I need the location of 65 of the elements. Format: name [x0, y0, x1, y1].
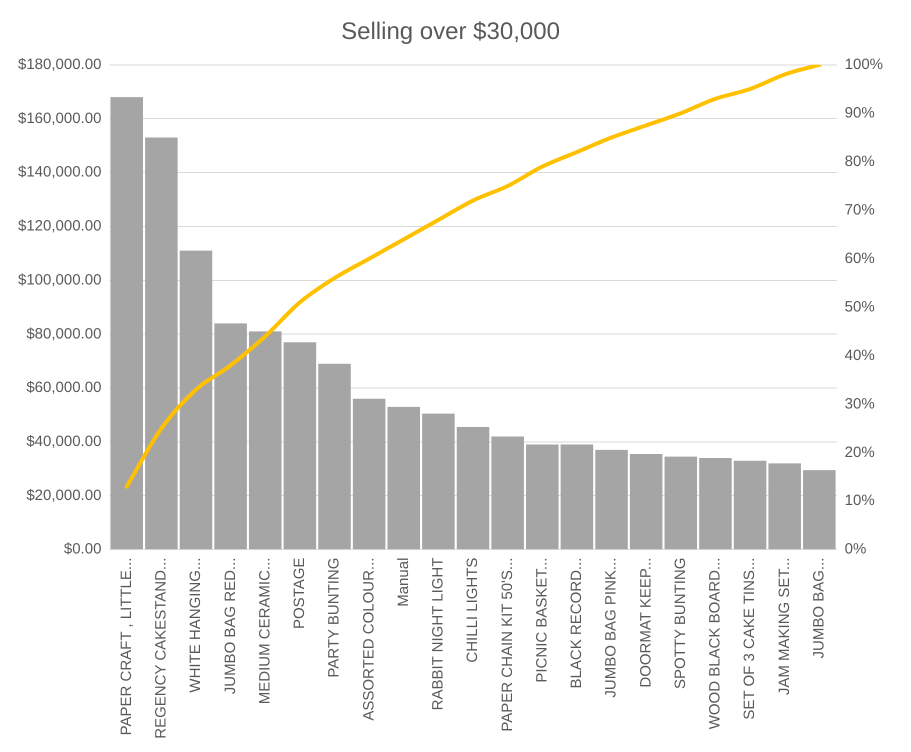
x-tick-label: JUMBO BAG PINK...	[602, 558, 620, 698]
y2-tick-label: 40%	[844, 346, 875, 364]
x-tick-label: DOORMAT KEEP...	[637, 558, 654, 688]
y2-tick-label: 50%	[844, 298, 875, 316]
x-tick-label: REGENCY CAKESTAND...	[152, 558, 170, 739]
bar	[491, 436, 524, 550]
y-tick-label: $120,000.00	[18, 218, 102, 235]
bar	[630, 454, 662, 550]
y2-tick-label: 60%	[844, 250, 875, 267]
y-tick-label: $80,000.00	[26, 325, 102, 342]
x-tick-label: RABBIT NIGHT LIGHT	[430, 558, 447, 710]
y-tick-label: $100,000.00	[18, 271, 102, 288]
x-tick-label: POSTAGE	[291, 558, 308, 629]
bar	[180, 250, 212, 550]
y2-tick-label: 90%	[844, 104, 875, 122]
y-tick-label: $20,000.00	[26, 486, 102, 504]
y2-tick-label: 10%	[844, 492, 875, 510]
x-tick-label: PAPER CRAFT , LITTLE...	[118, 558, 135, 736]
x-tick-label: JUMBO BAG...	[810, 558, 828, 658]
x-tick-label: JAM MAKING SET...	[776, 558, 793, 696]
x-tick-label: MEDIUM CERAMIC...	[256, 558, 274, 704]
bar	[699, 458, 732, 550]
y2-tick-label: 20%	[844, 444, 875, 461]
x-tick-label: CHILLI LIGHTS	[464, 558, 482, 663]
y-tick-label: $140,000.00	[18, 164, 102, 181]
bar	[110, 97, 144, 550]
x-tick-label: JUMBO BAG RED...	[222, 558, 239, 694]
bar	[352, 398, 386, 550]
y2-tick-label: 70%	[844, 201, 875, 218]
bar	[526, 444, 559, 550]
y-tick-label: $0.00	[64, 540, 102, 558]
chart-title: Selling over $30,000	[341, 18, 560, 46]
bar	[456, 427, 490, 550]
x-tick-label: PAPER CHAIN KIT 50'S...	[498, 558, 516, 732]
x-tick-label: ASSORTED COLOUR...	[360, 558, 378, 721]
bar	[387, 406, 420, 550]
y2-tick-label: 30%	[844, 395, 875, 412]
x-tick-label: PARTY BUNTING	[326, 558, 343, 678]
bar	[595, 450, 628, 550]
x-tick-label: Manual	[394, 558, 412, 607]
x-tick-label: SPOTTY BUNTING	[672, 558, 689, 689]
x-tick-label: WOOD BLACK BOARD...	[706, 558, 724, 730]
bar	[318, 364, 351, 550]
bar	[664, 456, 698, 550]
x-tick-label: SET OF 3 CAKE TINS...	[741, 558, 758, 720]
bar	[734, 460, 766, 550]
bar	[560, 444, 594, 550]
y2-tick-label: 80%	[844, 152, 875, 170]
x-tick-label: BLACK RECORD...	[568, 558, 586, 688]
line-series	[124, 64, 822, 489]
bar	[768, 463, 801, 550]
bar	[284, 342, 316, 550]
bar	[248, 331, 282, 550]
y-tick-label: $40,000.00	[26, 432, 102, 450]
y-tick-label: $60,000.00	[26, 379, 102, 396]
y-tick-label: $160,000.00	[18, 110, 102, 127]
bar	[803, 470, 836, 550]
bar	[145, 138, 178, 550]
bar	[422, 414, 455, 550]
bar	[214, 323, 247, 550]
x-tick-label: WHITE HANGING...	[187, 558, 204, 693]
y-tick-label: $180,000.00	[18, 56, 102, 73]
y2-tick-label: 0%	[844, 540, 866, 558]
x-tick-label: PICNIC BASKET...	[533, 558, 550, 683]
y2-tick-label: 100%	[844, 56, 884, 73]
